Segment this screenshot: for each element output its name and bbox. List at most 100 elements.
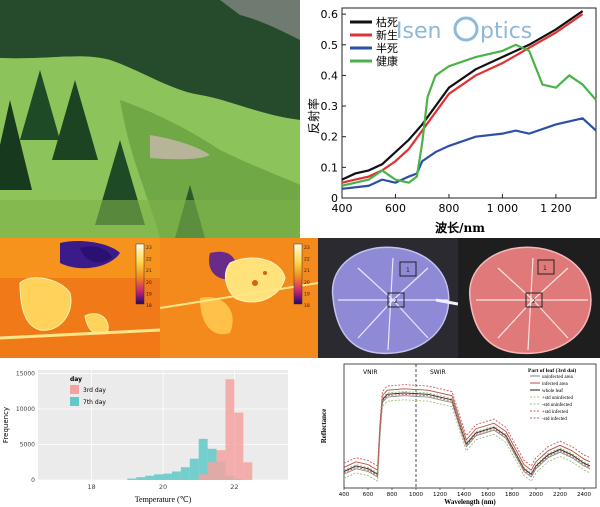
legend-label: 枯死 <box>376 15 398 29</box>
thermal-scale-label: 20 <box>304 280 310 286</box>
mountain-meadow-photo <box>0 0 300 238</box>
series-line <box>341 13 584 184</box>
x-tick-label: 1 200 <box>540 202 572 215</box>
legend-title: day <box>70 376 82 383</box>
x-tick-label: 1400 <box>457 492 471 498</box>
x-tick-label: 600 <box>385 202 406 215</box>
histogram-bar <box>234 412 244 480</box>
roi-label-1: 1 <box>543 265 547 272</box>
x-tick-label: 1000 <box>409 492 423 498</box>
legend-swatch-3rd-day <box>70 385 79 394</box>
thermal-image-7th-day: 23 22 21 20 19 18 <box>160 238 318 358</box>
series-line <box>341 10 584 181</box>
y-tick-label: 0.6 <box>321 8 339 21</box>
spectral-reflectance-chart: 0 0.1 0.2 0.3 0.4 0.5 0.6 400 600 800 1 000 1 200 … <box>300 0 600 238</box>
x-tick-label: 1600 <box>481 492 495 498</box>
roi-label-1: 1 <box>406 267 410 274</box>
x-tick-label: 22 <box>230 483 238 491</box>
histogram-bar <box>198 474 208 480</box>
y-axis-label: Frequency <box>2 407 10 443</box>
y-tick-label: 0.3 <box>321 100 339 113</box>
roi-box-2 <box>387 292 405 308</box>
isenoptics-logo: Isen ptics <box>396 16 532 44</box>
x-tick-label: 800 <box>387 492 398 498</box>
roi-box-1 <box>399 261 417 277</box>
legend-label-7th-day: 7th day <box>83 399 106 406</box>
histogram-bar <box>225 379 235 480</box>
y-tick-label: 0 <box>331 192 338 205</box>
histogram-bar <box>198 438 208 480</box>
legend-label: +std infected <box>542 410 569 415</box>
x-tick-label: 2200 <box>553 492 567 498</box>
thermal-scale-label: 22 <box>146 257 152 263</box>
roi-box-1 <box>537 259 555 275</box>
y-tick-label: 0.4 <box>321 69 339 82</box>
x-tick-label: 400 <box>332 202 353 215</box>
legend-label: +std uninfected <box>542 396 574 401</box>
legend-label: -std uninfected <box>542 403 572 408</box>
histogram-bar <box>127 478 137 480</box>
x-tick-label: 2400 <box>577 492 591 498</box>
y-axis-label: 反射率 <box>306 98 321 134</box>
temperature-histogram: 0 5000 10000 15000 18 20 22 Frequency Tempera… <box>0 358 300 507</box>
leaf-false-color-image-red: 1 2 <box>458 238 600 358</box>
thermal-color-scale <box>293 243 303 305</box>
thermal-scale-label: 18 <box>146 303 152 309</box>
thermal-scale-label: 19 <box>146 291 152 297</box>
logo-text-part1: Isen <box>396 19 441 44</box>
thermal-image-3rd-day: 23 22 21 20 19 18 <box>0 238 160 358</box>
histogram-bar <box>216 450 226 480</box>
leaf-reflectance-chart: VNIR SWIR 400 600 800 1000 1200 1400 1600 1800 2… <box>318 358 600 507</box>
chart-legend: Part of leaf (3rd dai) uninfected area in… <box>528 367 576 422</box>
histogram-bar <box>189 458 199 480</box>
legend-label: 新生 <box>376 28 398 42</box>
thermal-scale-label: 23 <box>146 245 152 251</box>
x-tick-label: 800 <box>438 202 459 215</box>
y-tick-label: 0.2 <box>321 131 339 144</box>
histogram-bar <box>163 473 172 480</box>
x-tick-label: 400 <box>339 492 350 498</box>
y-axis-label: Reflectance <box>320 409 328 444</box>
histogram-bar <box>154 474 163 480</box>
series-line <box>341 117 597 190</box>
thermal-scale-label: 19 <box>304 291 310 297</box>
logo-text-part2: ptics <box>480 19 532 44</box>
histogram-bar <box>207 462 217 480</box>
histogram-bar <box>145 475 155 480</box>
y-tick-label: 0.1 <box>321 161 339 174</box>
plot-frame <box>343 363 597 489</box>
thermal-scale-label: 20 <box>146 280 152 286</box>
y-tick-label: 0.5 <box>321 39 339 52</box>
histogram-bar <box>136 477 146 480</box>
x-tick-label: 18 <box>87 483 95 491</box>
roi-label-2: 2 <box>394 298 398 305</box>
legend-label-3rd-day: 3rd day <box>83 387 106 394</box>
roi-box-2 <box>525 292 543 308</box>
legend-title: Part of leaf (3rd dai) <box>528 367 576 374</box>
histogram-bar <box>180 467 190 480</box>
x-tick-label: 1800 <box>505 492 519 498</box>
y-tick-label: 10000 <box>16 406 35 413</box>
y-tick-label: 5000 <box>20 442 35 449</box>
roi-label-2: 2 <box>532 298 536 305</box>
region-label-vnir: VNIR <box>363 369 378 376</box>
thermal-scale-label: 23 <box>304 245 310 251</box>
legend-label: -std infected <box>542 417 567 422</box>
leaf-rgb-image-purple: 1 2 <box>318 238 458 358</box>
histogram-legend: day 3rd day 7th day <box>70 376 106 406</box>
x-tick-label: 2000 <box>529 492 543 498</box>
legend-label: uninfected area <box>542 375 573 380</box>
x-tick-label: 600 <box>363 492 374 498</box>
x-axis-label: 波长/nm <box>435 220 485 235</box>
x-tick-label: 1200 <box>433 492 447 498</box>
legend-label: whole leaf <box>542 389 563 394</box>
histogram-bar <box>171 471 181 480</box>
thermal-color-scale <box>135 243 145 305</box>
legend-label: infected area <box>542 382 568 387</box>
thermal-scale-label: 22 <box>304 257 310 263</box>
histogram-bar <box>243 462 253 480</box>
x-axis-label: Temperature (℃) <box>135 495 192 504</box>
thermal-scale-label: 21 <box>146 268 152 274</box>
series-line <box>341 43 597 187</box>
